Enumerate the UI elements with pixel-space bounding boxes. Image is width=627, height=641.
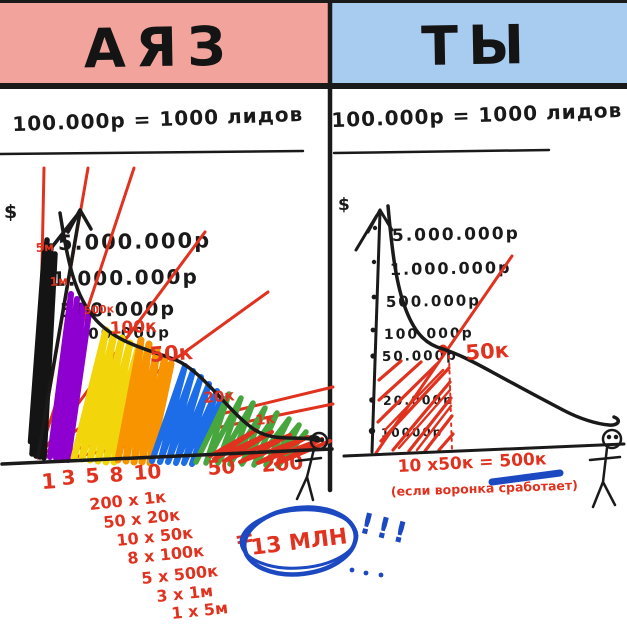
result-blue-underline xyxy=(488,469,564,486)
right-y-label-1m: 1.000.000р xyxy=(390,258,512,279)
stick-figure-right-icon xyxy=(588,428,623,509)
left-y-label-5m: 5.000.000р xyxy=(58,228,212,255)
header-left-cell xyxy=(0,2,330,85)
x-label-1: 1 xyxy=(41,469,57,494)
tier-label-1k: 1к xyxy=(255,411,276,429)
right-formula-text: 100.000р = 1000 лидов xyxy=(331,98,623,132)
left-formula-text: 100.000р = 1000 лидов xyxy=(12,102,304,136)
tier-label-20k: 20к xyxy=(203,386,236,407)
left-axes xyxy=(0,208,334,466)
total-text: 13 МЛН xyxy=(250,524,349,561)
right-y-label-500k: 500.000р xyxy=(386,291,481,311)
right-axes xyxy=(342,208,626,458)
left-calculations: 200 х 1к 50 х 20к 10 х 50к 8 х 100к 5 х … xyxy=(88,487,414,623)
x-label-8: 8 xyxy=(109,462,125,487)
right-axis-tick-dots xyxy=(368,225,378,435)
tier-label-1m: 1м xyxy=(49,274,68,289)
x-label-5: 5 xyxy=(85,463,101,488)
right-hatched-area xyxy=(376,359,455,453)
right-formula-underline xyxy=(332,148,551,155)
x-label-3: 3 xyxy=(61,465,77,490)
x-label-200: 200 xyxy=(261,450,304,477)
left-y-axis xyxy=(36,210,82,458)
left-x-labels: 1 3 5 8 10 50 200 xyxy=(41,450,304,494)
x-label-10: 10 xyxy=(133,459,162,485)
right-y-axis xyxy=(370,210,382,454)
left-currency-symbol: $ xyxy=(4,201,19,223)
formula-row: 100.000р = 1000 лидов 100.000р = 1000 ли… xyxy=(0,98,623,156)
exclamation-dots xyxy=(349,567,384,578)
right-x-axis xyxy=(342,442,626,458)
tier-label-100k: 100к xyxy=(109,317,157,339)
segment-purple-scribble xyxy=(47,291,92,463)
header-title-right: ТЫ xyxy=(421,13,535,78)
right-currency-symbol: $ xyxy=(338,195,352,215)
segment-black-scribble-2 xyxy=(27,249,52,453)
right-demand-curve xyxy=(386,204,620,427)
header-title-left: АЯЗ xyxy=(83,15,236,81)
stick-figure-left-icon xyxy=(294,431,329,502)
tier-label-50k: 50к xyxy=(149,340,194,367)
right-y-label-5m: 5.000.000р xyxy=(392,224,520,246)
left-y-label-100k: 100.000р xyxy=(76,323,171,343)
exclamation-text: !!! xyxy=(356,506,414,551)
right-chart: 5.000.000р 1.000.000р 500.000р 100.000р … xyxy=(338,195,626,509)
tier-label-5m: 5м xyxy=(35,240,54,255)
segment-orange-scribble xyxy=(114,336,175,467)
right-tier-label-50k: 50к xyxy=(465,338,510,365)
left-chart: 5.000.000р 1.000.000р 500.000р 100.000р xyxy=(0,166,335,502)
right-y-label-100k: 100.000р xyxy=(384,325,474,343)
left-x-axis xyxy=(0,447,334,466)
right-caveat-text: (если воронка сработает) xyxy=(391,477,578,499)
header-right-cell xyxy=(330,2,627,85)
x-label-50: 50 xyxy=(207,454,236,480)
total-circle: 13 МЛН xyxy=(239,505,359,577)
header-band: АЯЗ ТЫ xyxy=(0,0,627,89)
right-fan-line-50k xyxy=(374,254,514,455)
right-y-axis-arrow xyxy=(354,208,394,252)
left-tier-labels: 5м 1м 500к 100к 50к 20к 1к xyxy=(35,240,276,429)
dotted-drop-line xyxy=(448,355,453,451)
segment-blue-scribble xyxy=(149,363,225,467)
left-y-axis-arrow xyxy=(50,208,93,249)
tier-label-500k: 500к xyxy=(83,302,115,317)
total-circle-stroke-2 xyxy=(239,508,359,570)
left-formula-underline xyxy=(0,149,305,156)
